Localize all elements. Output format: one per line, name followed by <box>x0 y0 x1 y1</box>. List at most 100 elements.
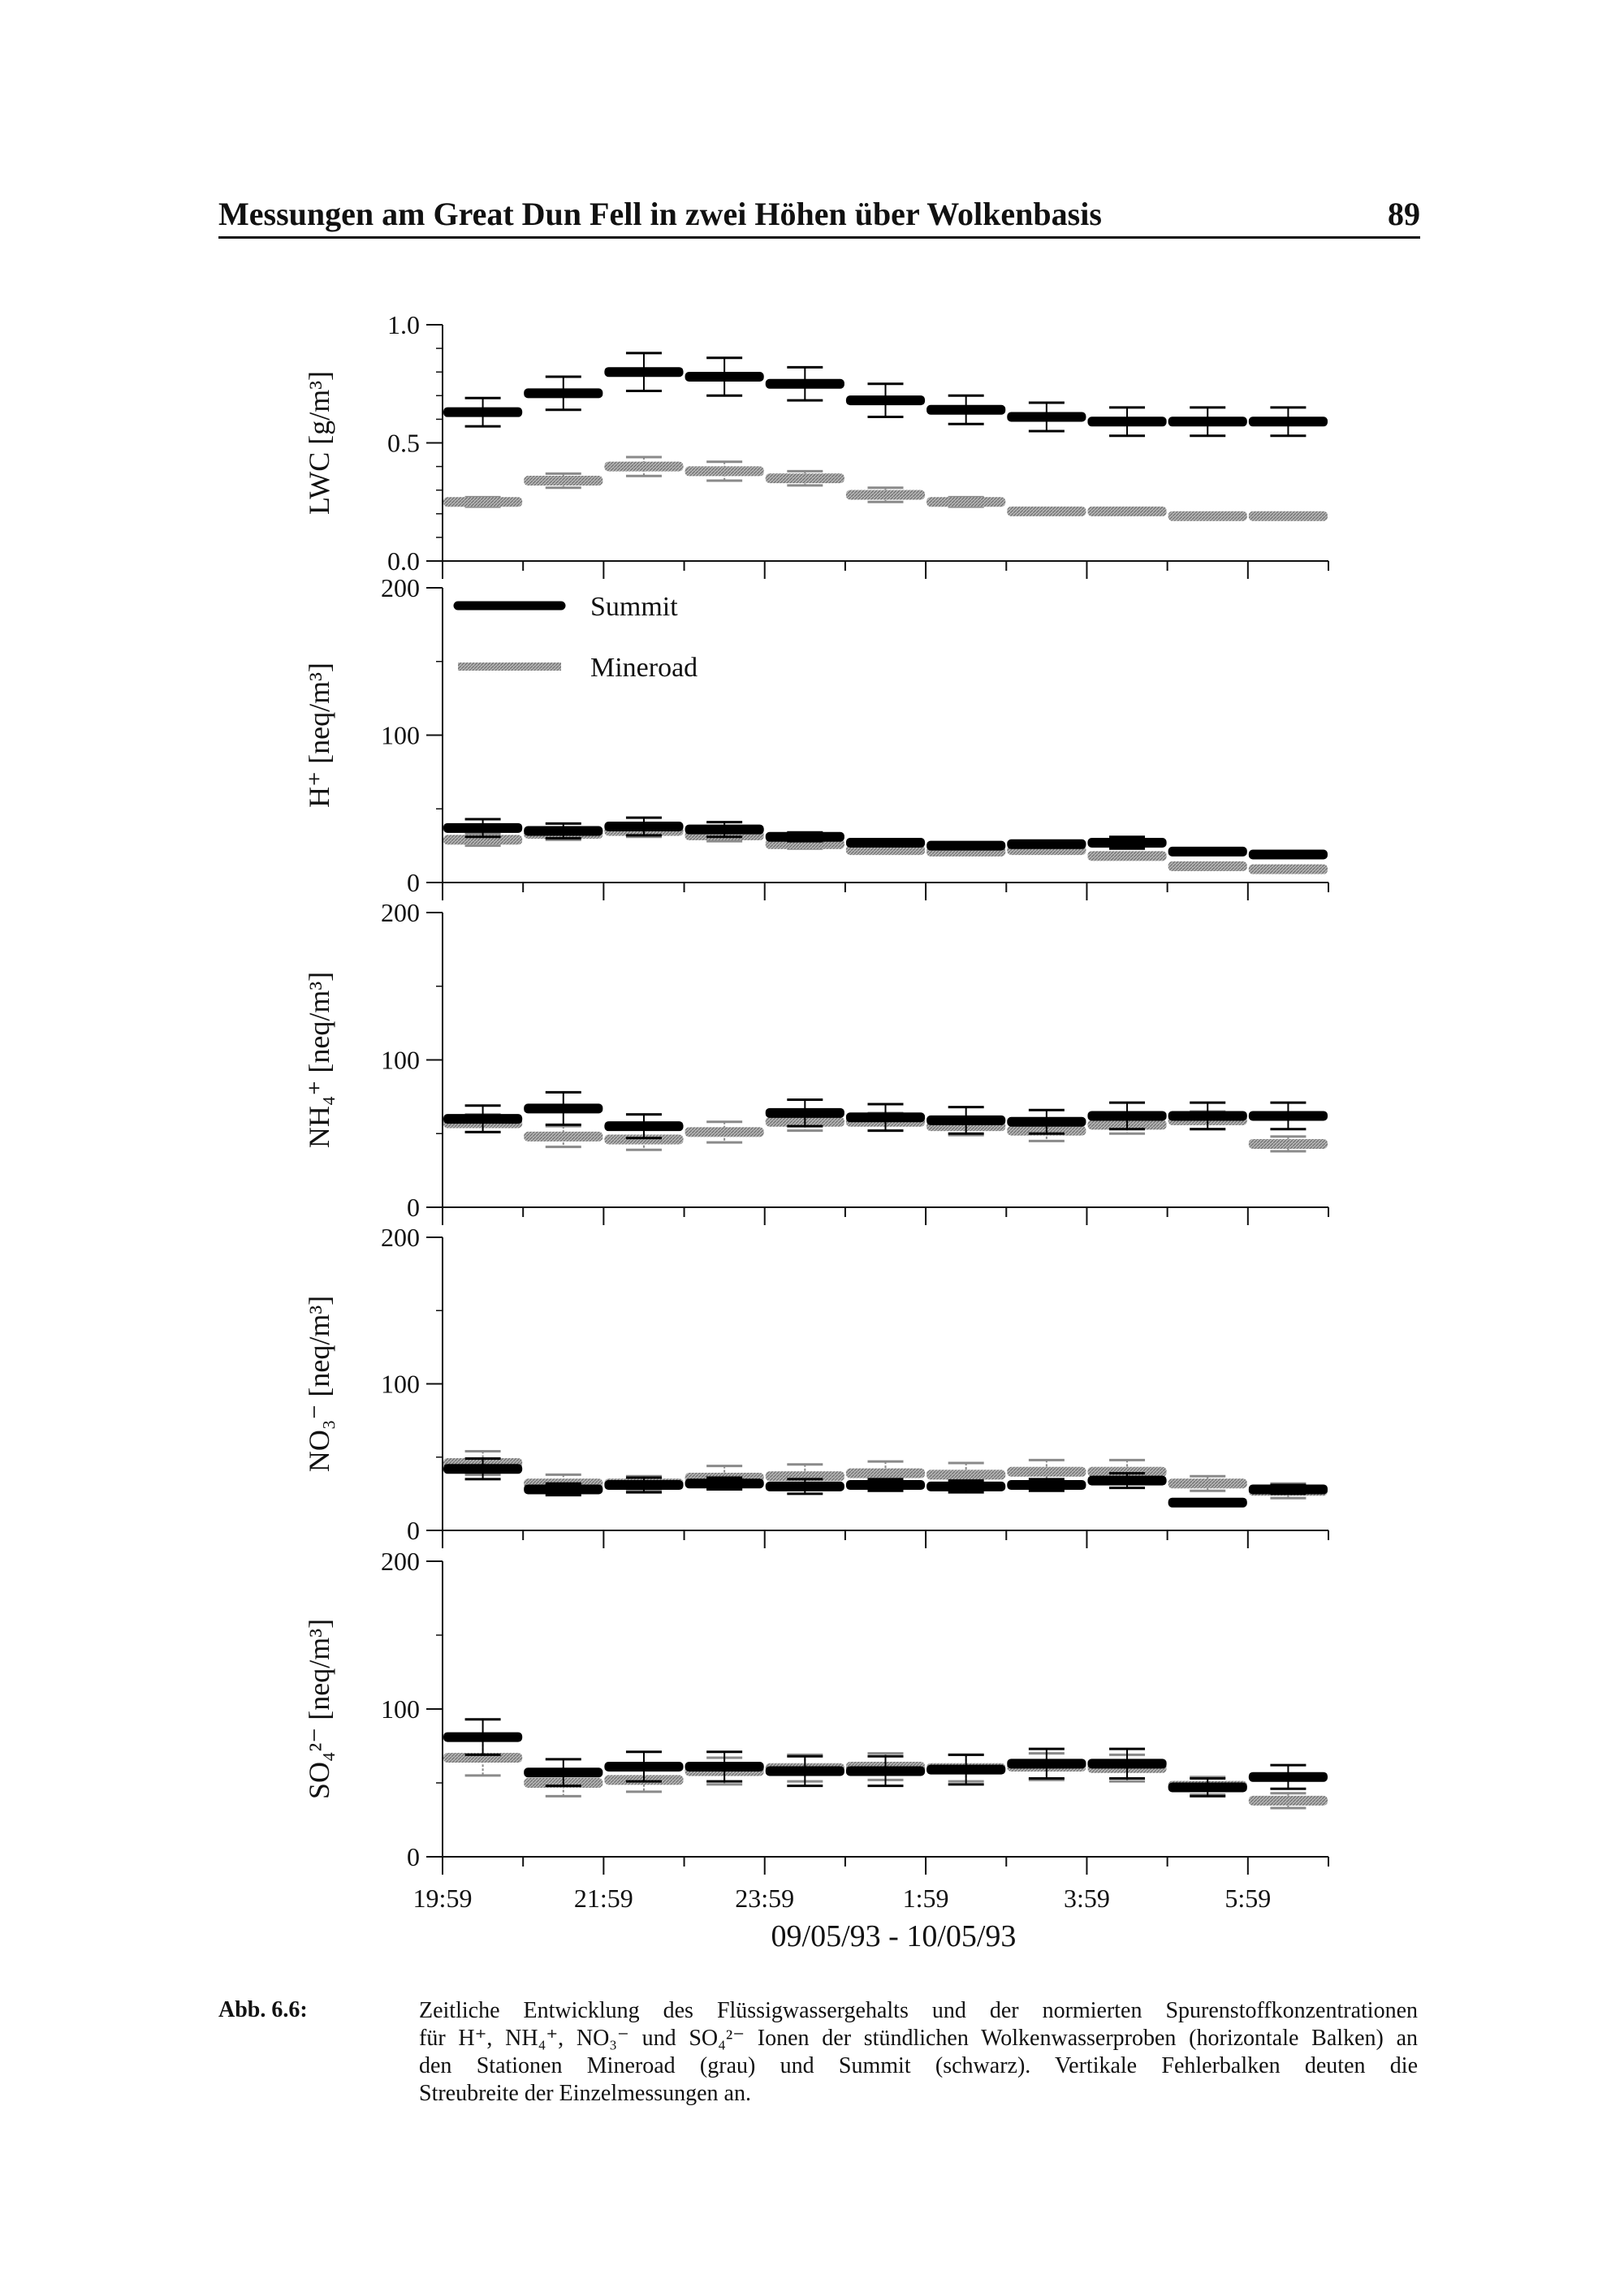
mineroad-bar <box>845 845 926 856</box>
summit-bar <box>845 1766 926 1776</box>
summit-bar <box>765 1766 844 1776</box>
summit-bar <box>1087 1475 1167 1486</box>
summit-bar <box>604 1480 684 1491</box>
mineroad-bar <box>1087 1466 1167 1477</box>
legend-mineroad-swatch <box>458 662 561 671</box>
summit-bar <box>1168 1111 1247 1121</box>
figure-label: Abb. 6.6: <box>218 1997 308 2022</box>
summit-bar <box>926 840 1006 851</box>
mineroad-bar <box>443 497 523 507</box>
summit-bar <box>1007 1759 1086 1769</box>
summit-bar <box>1087 1759 1167 1769</box>
mineroad-bar <box>765 839 844 849</box>
mineroad-bar <box>1248 1138 1328 1149</box>
summit-bar <box>443 1464 523 1474</box>
y-tick-label: 0 <box>407 1516 420 1545</box>
mineroad-bar <box>926 497 1006 507</box>
mineroad-bar <box>1168 1478 1247 1489</box>
mineroad-bar <box>524 476 603 486</box>
summit-bar <box>845 1112 926 1123</box>
mineroad-bar <box>1007 1466 1086 1477</box>
legend-summit-label: Summit <box>590 592 678 622</box>
summit-bar <box>604 822 684 832</box>
summit-bar <box>1168 846 1247 857</box>
summit-bar <box>604 1121 684 1132</box>
summit-bar <box>845 395 926 406</box>
summit-bar <box>524 1103 603 1114</box>
y-tick-label: 1.0 <box>387 310 420 339</box>
summit-bar <box>765 1481 844 1491</box>
summit-bar <box>1007 1480 1086 1491</box>
summit-bar <box>1168 1782 1247 1793</box>
y-axis-label: SO₄²⁻ [neq/m³] <box>303 1619 335 1799</box>
summit-bar <box>926 404 1006 415</box>
summit-bar <box>604 367 684 378</box>
x-tick-label: 21:59 <box>574 1884 633 1913</box>
y-tick-label: 200 <box>381 1223 420 1252</box>
legend-mineroad-label: Mineroad <box>590 653 698 683</box>
x-axis-label: 09/05/93 - 10/05/93 <box>771 1919 1017 1953</box>
y-tick-label: 100 <box>381 1694 420 1724</box>
mineroad-bar <box>845 490 926 500</box>
summit-bar <box>524 388 603 399</box>
summit-bar <box>443 407 523 417</box>
summit-bar <box>685 824 764 835</box>
mineroad-bar <box>926 1470 1006 1480</box>
summit-bar <box>1087 416 1167 427</box>
summit-bar <box>524 826 603 836</box>
y-tick-label: 100 <box>381 721 420 750</box>
summit-bar <box>685 1478 764 1489</box>
mineroad-bar <box>1248 864 1328 874</box>
mineroad-bar <box>1168 511 1247 521</box>
page-header: Messungen am Great Dun Fell in zwei Höhe… <box>218 195 1420 239</box>
summit-bar <box>1248 1772 1328 1782</box>
caption-line: den Stationen Mineroad (grau) und Summit… <box>419 2053 1418 2078</box>
summit-bar <box>765 378 844 389</box>
x-tick-label: 1:59 <box>903 1884 949 1913</box>
mineroad-bar <box>685 466 764 477</box>
figure-caption: Zeitliche Entwicklung des Flüssigwasserg… <box>419 1997 1418 2108</box>
summit-bar <box>1007 1116 1086 1127</box>
caption-line: Zeitliche Entwicklung des Flüssigwasserg… <box>419 1998 1418 2023</box>
y-tick-label: 0.0 <box>387 546 420 576</box>
mineroad-bar <box>604 461 684 472</box>
summit-bar <box>524 1767 603 1778</box>
x-tick-label: 19:59 <box>413 1884 473 1913</box>
y-tick-label: 200 <box>381 1547 420 1576</box>
summit-bar <box>1248 1484 1328 1495</box>
mineroad-bar <box>1248 511 1328 521</box>
summit-bar <box>1168 416 1247 427</box>
summit-bar <box>1087 1111 1167 1121</box>
mineroad-bar <box>604 1134 684 1145</box>
summit-bar <box>1248 416 1328 427</box>
x-tick-label: 23:59 <box>735 1884 794 1913</box>
mineroad-bar <box>524 1131 603 1142</box>
y-tick-label: 0.5 <box>387 429 420 458</box>
summit-bar <box>845 837 926 848</box>
y-axis-label: H⁺ [neq/m³] <box>303 662 335 808</box>
y-axis-label: NH₄⁺ [neq/m³] <box>303 972 335 1148</box>
summit-bar <box>604 1761 684 1772</box>
mineroad-bar <box>845 1468 926 1478</box>
mineroad-bar <box>443 1753 523 1763</box>
x-tick-label: 3:59 <box>1064 1884 1110 1913</box>
caption-line: für H⁺, NH₄⁺, NO₃⁻ und SO₄²⁻ Ionen der s… <box>419 2026 1418 2051</box>
mineroad-bar <box>1168 861 1247 872</box>
summit-bar <box>1168 1497 1247 1508</box>
summit-bar <box>1007 412 1086 422</box>
summit-bar <box>926 1764 1006 1775</box>
summit-bar <box>765 831 844 842</box>
summit-bar <box>443 822 523 833</box>
summit-bar <box>1248 849 1328 860</box>
header-title: Messungen am Great Dun Fell in zwei Höhe… <box>218 196 1102 232</box>
mineroad-bar <box>765 1471 844 1482</box>
y-tick-label: 200 <box>381 898 420 927</box>
y-tick-label: 0 <box>407 868 420 897</box>
y-axis-label: LWC [g/m³] <box>303 371 335 515</box>
summit-bar <box>443 1732 523 1742</box>
summit-bar <box>1007 839 1086 849</box>
summit-bar <box>524 1484 603 1495</box>
summit-bar <box>685 1761 764 1772</box>
mineroad-bar <box>1087 851 1167 861</box>
